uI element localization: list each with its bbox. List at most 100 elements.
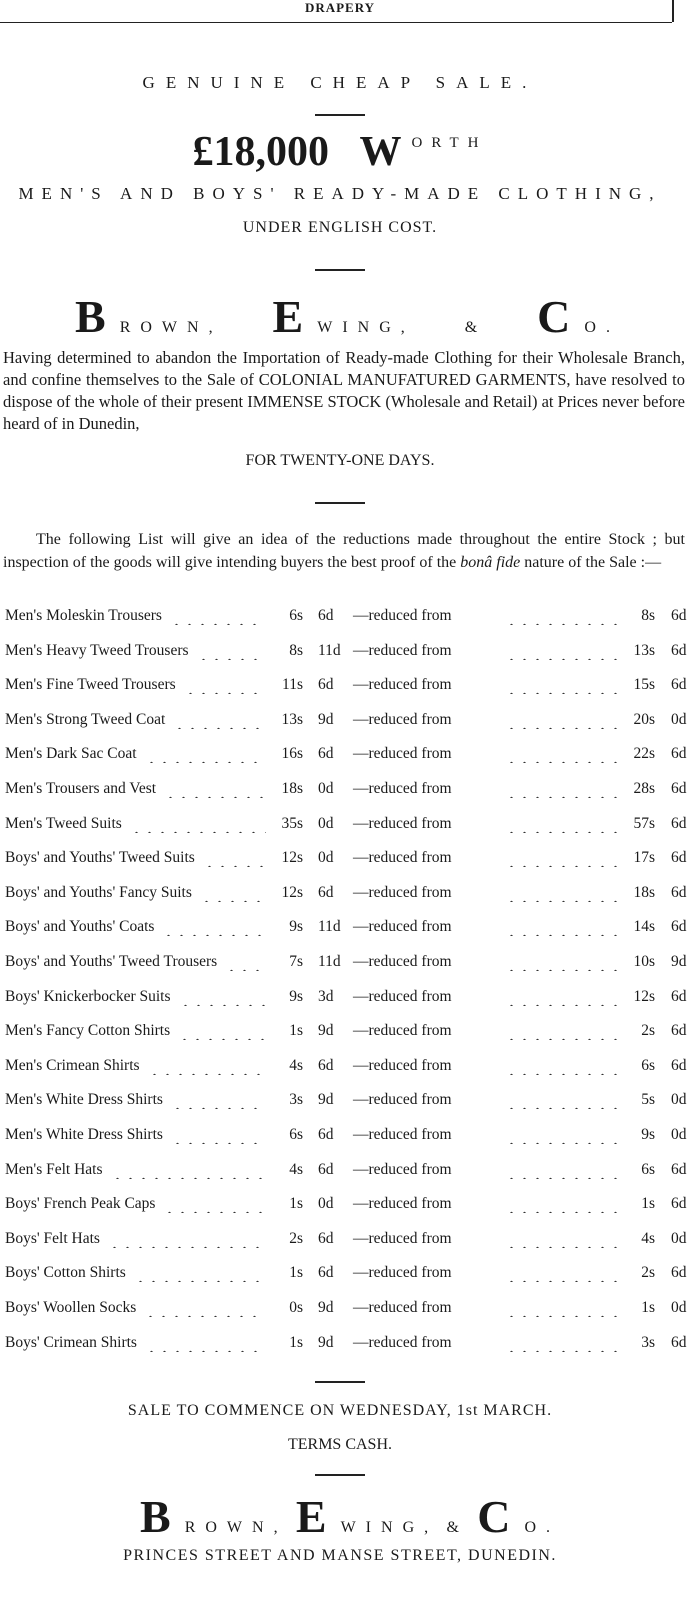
price-row: Men's Trousers and Vest 18s 0d —reduced fro…: [0, 780, 700, 814]
leader: [505, 645, 627, 660]
price-now-pence: 6d: [318, 607, 334, 624]
item-name: Men's Trousers and Vest: [5, 780, 157, 797]
price-old-shillings: 13s: [633, 641, 655, 659]
price-now-pence: 0d: [318, 1195, 334, 1213]
price-old-pence: 6d: [671, 607, 687, 624]
price-old-pence: 9d: [671, 953, 687, 970]
rule: [315, 502, 365, 504]
item-name: Men's White Dress Shirts: [5, 1091, 163, 1109]
price-old-shillings: 20s: [633, 710, 655, 728]
price-old-shillings: 10s: [633, 953, 655, 970]
item-name: Boys' and Youths' Tweed Trousers: [5, 953, 218, 970]
item-name: Boys' French Peak Caps: [5, 1195, 156, 1213]
price-now-pence: 6d: [318, 1229, 334, 1247]
price-old-shillings: 2s: [641, 1264, 655, 1282]
firm-part: CO.: [537, 291, 620, 342]
price-old-pence: 6d: [671, 676, 687, 694]
leader: [505, 922, 627, 937]
price-row: Boys' French Peak Caps 1s 0d —reduced from 1…: [0, 1195, 700, 1229]
leader: [170, 611, 266, 625]
price-now-shillings: 1s: [289, 1264, 303, 1282]
intro-text: The following List will give an idea of …: [3, 531, 685, 571]
price-old-shillings: 2s: [641, 1022, 655, 1040]
price-now-shillings: 1s: [289, 1022, 303, 1040]
price-row: Men's Strong Tweed Coat 13s 9d —reduced fro…: [0, 711, 700, 745]
reduced-label: —reduced from: [353, 1056, 452, 1074]
price-now-shillings: 1s: [289, 1195, 303, 1213]
price-old-pence: 6d: [671, 883, 687, 901]
price-now-pence: 6d: [318, 745, 334, 763]
leader: [505, 887, 627, 902]
price-old-shillings: 6s: [641, 1056, 655, 1074]
item-name: Boys' and Youths' Tweed Suits: [5, 849, 195, 867]
price-now-shillings: 11s: [282, 676, 303, 694]
price-old-shillings: 18s: [633, 883, 655, 901]
price-now-shillings: 1s: [289, 1333, 303, 1351]
section-label: DRAPERY: [304, 0, 376, 15]
leader: [505, 680, 627, 695]
reduced-label: —reduced from: [353, 1229, 452, 1247]
item-name: Men's Moleskin Trousers: [5, 607, 162, 624]
price-old-shillings: 57s: [633, 814, 655, 832]
price-old-shillings: 5s: [641, 1091, 655, 1109]
address: PRINCES STREET AND MANSE STREET, DUNEDIN…: [123, 1547, 557, 1564]
leader: [505, 818, 627, 833]
item-name: Boys' Knickerbocker Suits: [5, 987, 171, 1005]
leader: [134, 1268, 266, 1283]
leader: [505, 714, 627, 729]
price-now-pence: 9d: [318, 1333, 334, 1351]
price-row: Boys' and Youths' Fancy Suits 12s 6d —reduc…: [0, 884, 700, 918]
price-now-pence: 6d: [318, 1264, 334, 1282]
leader: [171, 1130, 266, 1144]
paragraph: Having determined to abandon the Importa…: [3, 348, 685, 433]
leader: [111, 1164, 266, 1179]
leader: [505, 1026, 627, 1041]
price-now-pence: 6d: [318, 883, 334, 901]
price-now-shillings: 13s: [281, 710, 303, 728]
price-now-shillings: 4s: [289, 1056, 303, 1074]
item-name: Men's Crimean Shirts: [5, 1056, 140, 1074]
item-name: Men's Felt Hats: [5, 1160, 103, 1178]
price-old-pence: 6d: [671, 849, 687, 867]
leader: [505, 957, 627, 971]
price-old-pence: 6d: [671, 987, 687, 1005]
price-now-shillings: 6s: [289, 1126, 303, 1143]
price-old-pence: 6d: [671, 780, 687, 797]
price-now-shillings: 7s: [289, 953, 303, 970]
price-now-pence: 11d: [318, 918, 341, 936]
worth-initial: W: [359, 129, 412, 175]
price-old-pence: 0d: [671, 1126, 687, 1143]
price-old-pence: 6d: [671, 814, 687, 832]
price-old-shillings: 8s: [641, 607, 655, 624]
rule: [315, 1474, 365, 1476]
price-old-shillings: 22s: [633, 745, 655, 763]
price-old-shillings: 4s: [641, 1229, 655, 1247]
leader: [505, 749, 627, 764]
terms: TERMS CASH.: [287, 1436, 393, 1453]
firm-part: &: [446, 1519, 469, 1536]
price-row: Men's Heavy Tweed Trousers 8s 11d —reduced …: [0, 642, 700, 676]
firm-name: BROWN, EWING, & CO.: [75, 290, 620, 343]
price-old-pence: 6d: [671, 1056, 687, 1074]
leader: [171, 1095, 266, 1110]
price-now-pence: 11d: [318, 953, 341, 970]
item-name: Boys' and Youths' Coats: [5, 918, 155, 936]
reduced-label: —reduced from: [353, 953, 452, 970]
reduced-label: —reduced from: [353, 918, 452, 936]
price-old-pence: 6d: [671, 1195, 687, 1213]
price-now-shillings: 9s: [289, 987, 303, 1005]
price-now-pence: 11d: [318, 641, 341, 659]
price-now-pence: 0d: [318, 849, 334, 867]
item-name: Boys' Felt Hats: [5, 1229, 100, 1247]
price-old-pence: 6d: [671, 918, 687, 936]
leader: [145, 749, 266, 764]
reduced-label: —reduced from: [353, 1126, 452, 1143]
leader: [505, 991, 627, 1006]
item-name: Boys' Cotton Shirts: [5, 1264, 126, 1282]
price-row: Boys' and Youths' Tweed Trousers 7s 11d —re…: [0, 953, 700, 987]
leader: [164, 784, 266, 798]
price-old-shillings: 15s: [633, 676, 655, 694]
leader: [505, 1164, 627, 1179]
price-now-pence: 9d: [318, 1091, 334, 1109]
firm-part: EWING,: [272, 291, 415, 342]
